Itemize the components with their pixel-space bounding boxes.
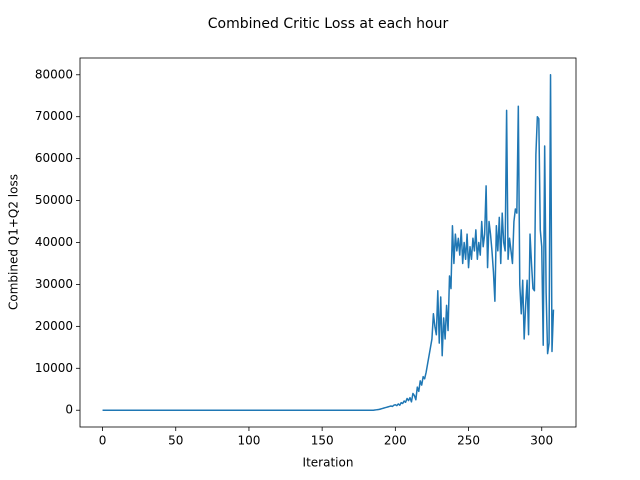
y-tick-label: 50000	[35, 193, 73, 207]
x-axis-label: Iteration	[303, 456, 354, 470]
chart-title: Combined Critic Loss at each hour	[208, 16, 449, 32]
y-tick-label: 0	[65, 403, 73, 417]
x-tick-label: 300	[530, 434, 553, 448]
x-tick-label: 250	[457, 434, 480, 448]
x-tick-label: 0	[99, 434, 107, 448]
x-tick-label: 150	[311, 434, 334, 448]
y-tick-label: 80000	[35, 67, 73, 81]
x-tick-label: 100	[237, 434, 260, 448]
data-line	[102, 74, 555, 411]
x-tick-label: 50	[168, 434, 183, 448]
y-tick-label: 60000	[35, 151, 73, 165]
y-tick-label: 40000	[35, 235, 73, 249]
plot-frame	[79, 57, 577, 428]
y-tick-label: 70000	[35, 109, 73, 123]
y-tick-label: 30000	[35, 277, 73, 291]
y-axis-label: Combined Q1+Q2 loss	[7, 174, 21, 310]
y-tick-label: 10000	[35, 361, 73, 375]
x-tick-label: 200	[384, 434, 407, 448]
y-tick-label: 20000	[35, 319, 73, 333]
